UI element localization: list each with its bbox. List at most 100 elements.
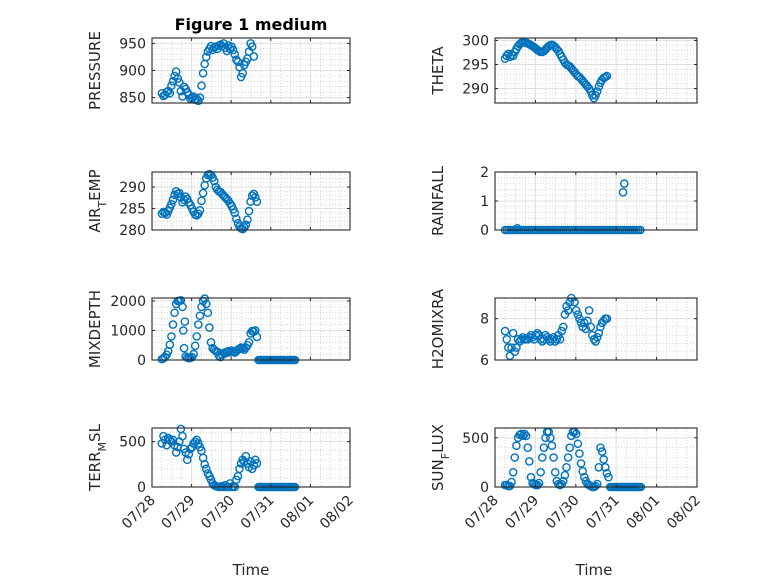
data-point xyxy=(197,196,206,206)
y-tick-label: 0 xyxy=(137,480,146,496)
panel-rainfall: 0 1 2 RAINFALL xyxy=(429,165,698,239)
data-point xyxy=(252,459,262,468)
x-tick-label: 07/28 xyxy=(462,493,502,533)
data-point xyxy=(594,82,604,91)
data-point xyxy=(558,476,568,486)
data-point xyxy=(547,441,557,451)
panel-mixdepth: 0 1000 2000 MIXDEPTH xyxy=(86,290,351,369)
data-point xyxy=(197,81,206,90)
data-point xyxy=(521,431,531,441)
data-point xyxy=(600,463,610,472)
data-point xyxy=(565,443,575,452)
y-tick-label: 500 xyxy=(119,435,146,451)
data-point xyxy=(523,443,533,452)
data-point xyxy=(508,467,518,477)
x-tick-label: 08/02 xyxy=(317,493,357,533)
y-tick-label: 290 xyxy=(119,180,146,196)
y-tick-label: 285 xyxy=(119,202,146,218)
data-point xyxy=(592,87,602,96)
data-point xyxy=(592,332,602,342)
x-tick-label: 07/31 xyxy=(583,493,623,533)
data-point xyxy=(206,337,216,347)
data-point xyxy=(513,335,523,344)
data-point xyxy=(235,344,244,354)
data-point xyxy=(575,449,584,458)
y-tick-label: 0 xyxy=(480,480,489,496)
data-point xyxy=(228,45,238,55)
data-point xyxy=(225,348,235,357)
x-tick-label: 07/30 xyxy=(198,493,238,533)
data-point xyxy=(526,472,536,482)
data-point xyxy=(195,93,205,102)
series-theta xyxy=(500,38,612,103)
y-tick-label: 1 xyxy=(480,194,489,210)
data-point xyxy=(512,223,522,233)
data-point xyxy=(536,467,545,477)
data-point xyxy=(232,55,241,64)
data-point xyxy=(563,306,573,315)
data-point xyxy=(579,472,589,482)
x-tick-label: 08/02 xyxy=(664,493,704,533)
data-point xyxy=(252,197,262,206)
data-point xyxy=(178,302,187,312)
y-tick-label: 1000 xyxy=(110,323,146,339)
data-point xyxy=(200,460,209,469)
y-axis-label: SUNFLUX xyxy=(429,424,452,491)
data-point xyxy=(205,323,214,332)
data-point xyxy=(168,77,178,86)
data-point xyxy=(555,335,565,344)
data-point xyxy=(602,468,612,478)
data-point xyxy=(178,431,187,441)
y-tick-label: 0 xyxy=(137,353,146,369)
data-point xyxy=(558,322,568,332)
y-axis-label: THETA xyxy=(429,46,447,96)
data-point xyxy=(167,199,176,209)
data-point xyxy=(194,320,203,329)
data-point xyxy=(597,447,607,456)
data-point xyxy=(602,314,612,323)
data-point xyxy=(175,188,184,198)
data-point xyxy=(507,477,516,487)
data-point xyxy=(201,464,211,474)
y-axis-label: RAINFALL xyxy=(429,165,447,236)
data-point xyxy=(560,470,570,480)
data-point xyxy=(520,429,529,439)
x-tick-label: 07/29 xyxy=(502,493,542,533)
data-point xyxy=(557,326,566,336)
panel-sunflux: 0 500 SUNFLUX 07/28 07/29 07/30 07/31 08/01 08/0… xyxy=(429,424,704,532)
data-point xyxy=(201,52,211,62)
y-tick-label: 295 xyxy=(462,57,489,73)
data-point xyxy=(586,322,596,332)
data-point xyxy=(200,181,209,190)
panel-pressure: 850 900 950 PRESSURE xyxy=(86,31,351,110)
data-point xyxy=(198,68,208,78)
data-point xyxy=(604,472,613,482)
data-point xyxy=(516,429,526,439)
data-point xyxy=(578,466,587,476)
y-tick-label: 900 xyxy=(119,64,146,80)
data-point xyxy=(189,349,198,359)
data-point xyxy=(602,71,612,81)
x-axis-label-left: Time xyxy=(232,561,270,579)
data-point xyxy=(581,324,591,334)
y-axis-label: AIRTEMP xyxy=(86,169,109,232)
x-tick-label: 07/28 xyxy=(119,493,159,533)
data-point xyxy=(180,317,190,326)
data-point xyxy=(179,343,189,353)
y-tick-label: 2000 xyxy=(110,294,146,310)
data-point xyxy=(198,188,208,198)
y-tick-label: 500 xyxy=(462,431,489,447)
data-point xyxy=(571,306,581,315)
data-point xyxy=(531,330,541,340)
data-point xyxy=(168,320,178,329)
data-point xyxy=(167,81,176,90)
data-point xyxy=(594,463,604,472)
data-point xyxy=(243,215,252,224)
data-point xyxy=(573,310,583,319)
data-point xyxy=(599,455,608,464)
series-airtemp xyxy=(157,169,262,234)
axes-box xyxy=(151,427,351,488)
series-h2omixra xyxy=(500,293,612,361)
data-point xyxy=(539,443,549,452)
data-point xyxy=(168,195,178,205)
